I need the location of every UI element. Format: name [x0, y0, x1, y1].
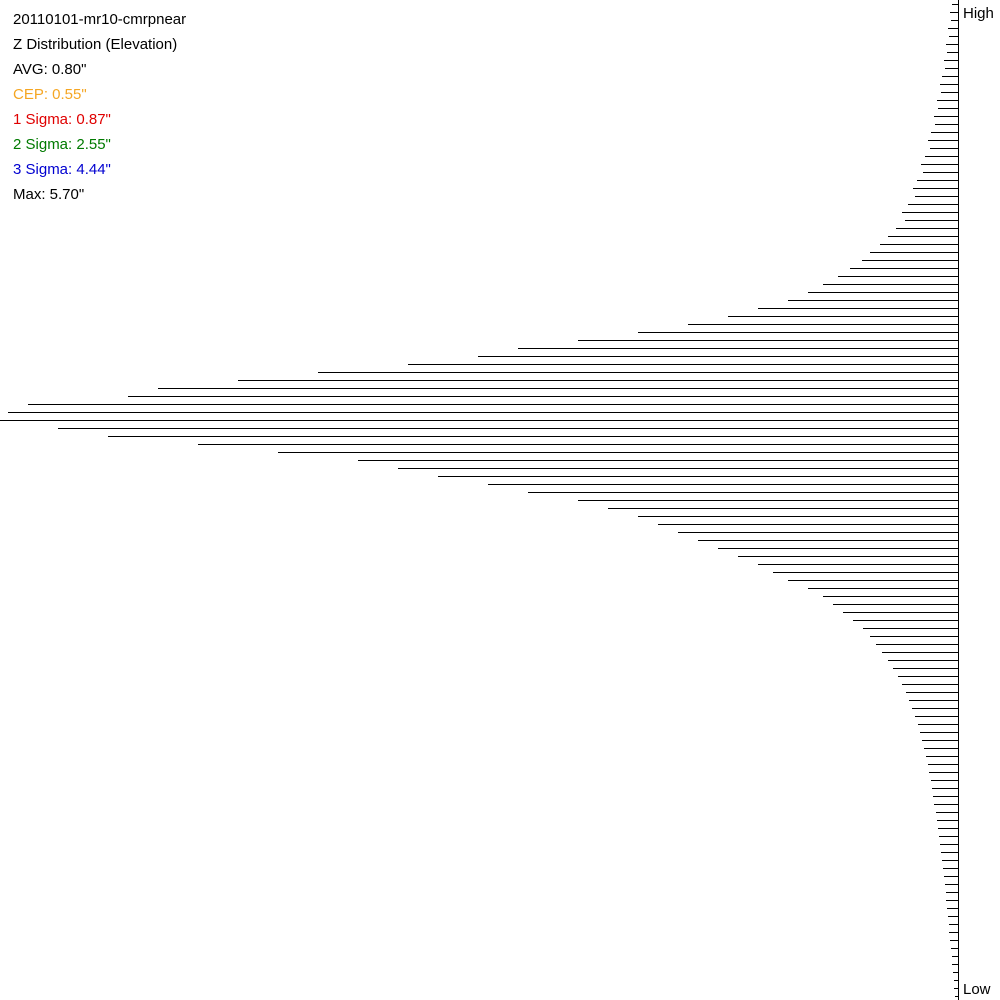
stat-label: Z Distribution (Elevation)	[13, 36, 177, 53]
axis-end-label: Low	[963, 981, 991, 998]
stat-label: CEP: 0.55"	[13, 86, 87, 103]
stat-label: Max: 5.70"	[13, 186, 84, 203]
stat-label: 2 Sigma: 2.55"	[13, 136, 111, 153]
stat-label: AVG: 0.80"	[13, 61, 86, 78]
stat-label: 3 Sigma: 4.44"	[13, 161, 111, 178]
stat-label: 20110101-mr10-cmrpnear	[13, 11, 186, 28]
axis-end-label: High	[963, 5, 994, 22]
stat-label: 1 Sigma: 0.87"	[13, 111, 111, 128]
